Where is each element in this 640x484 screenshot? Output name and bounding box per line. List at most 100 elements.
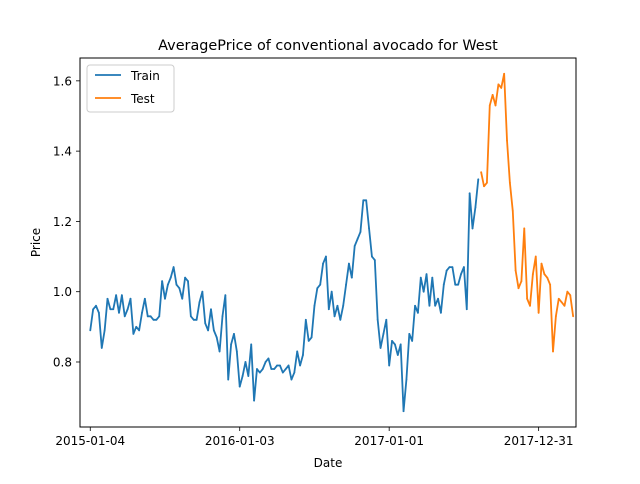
data-point-train (376, 318, 379, 321)
data-point-train (138, 329, 141, 332)
chart-title: AveragePrice of conventional avocado for… (158, 38, 498, 54)
data-point-train (465, 308, 468, 311)
legend-label-test: Test (130, 92, 155, 106)
data-point-train (169, 276, 172, 279)
data-point-train (454, 283, 457, 286)
data-point-train (440, 311, 442, 314)
x-tick-label: 2016-01-03 (205, 434, 275, 448)
y-axis-label: Price (29, 228, 43, 257)
data-point-test (508, 181, 511, 184)
data-point-train (129, 297, 132, 300)
data-point-test (494, 104, 497, 107)
data-point-train (192, 318, 195, 321)
data-point-train (244, 361, 247, 363)
data-point-train (115, 294, 118, 297)
data-point-test (557, 297, 560, 300)
data-point-test (483, 185, 485, 188)
data-point-test (517, 287, 520, 290)
data-point-train (411, 340, 414, 342)
data-point-train (451, 266, 454, 268)
data-point-train (394, 343, 396, 346)
data-point-train (353, 245, 356, 247)
data-point-train (112, 308, 115, 311)
data-point-train (445, 269, 448, 272)
data-point-test (534, 255, 537, 258)
data-point-train (120, 294, 123, 297)
data-point-train (437, 297, 439, 300)
data-point-train (307, 340, 310, 342)
data-point-train (333, 315, 336, 318)
data-point-test (514, 269, 517, 272)
data-point-train (388, 364, 391, 367)
data-point-train (118, 311, 120, 314)
y-tick-label: 1.0 (53, 285, 72, 299)
data-point-train (396, 354, 399, 356)
data-point-test (511, 209, 514, 212)
data-point-train (431, 276, 434, 279)
data-point-train (284, 368, 287, 370)
data-point-test (529, 304, 531, 307)
data-point-train (474, 206, 477, 209)
data-point-test (543, 273, 546, 276)
data-point-train (100, 347, 103, 349)
data-point-train (201, 290, 204, 293)
data-point-test (500, 86, 503, 89)
data-point-train (316, 287, 319, 290)
data-point-train (428, 304, 431, 307)
x-tick-label: 2015-01-04 (55, 434, 125, 448)
data-point-train (175, 283, 178, 286)
data-point-train (460, 273, 462, 276)
data-point-train (103, 329, 106, 332)
legend-label-train: Train (130, 69, 160, 83)
data-point-train (152, 318, 155, 321)
x-axis-label: Date (314, 456, 343, 470)
data-point-train (405, 378, 408, 381)
data-point-train (408, 332, 411, 335)
data-point-test (506, 139, 508, 142)
data-point-train (198, 301, 201, 304)
data-point-train (187, 280, 189, 283)
legend: Train Test (86, 64, 175, 113)
data-point-train (155, 318, 158, 321)
data-point-train (276, 364, 278, 367)
data-point-train (402, 410, 405, 413)
data-point-train (161, 280, 164, 283)
y-tick-label: 0.8 (53, 355, 72, 369)
data-point-train (204, 322, 207, 325)
data-point-train (109, 308, 112, 311)
data-point-train (256, 368, 258, 370)
data-point-train (253, 399, 255, 402)
data-point-train (327, 308, 330, 311)
data-point-train (195, 318, 198, 321)
y-tick-label: 1.6 (53, 74, 72, 88)
data-point-test (531, 273, 534, 276)
data-point-train (442, 283, 445, 286)
data-point-train (106, 297, 109, 300)
data-point-train (184, 276, 187, 279)
data-point-test (549, 283, 552, 286)
data-point-train (319, 283, 322, 286)
data-point-train (146, 315, 149, 318)
data-point-train (304, 318, 307, 321)
data-point-train (143, 297, 146, 300)
data-point-train (471, 227, 474, 230)
data-point-train (247, 375, 250, 377)
data-point-train (293, 371, 296, 374)
data-point-train (382, 332, 385, 335)
data-point-test (546, 276, 549, 279)
data-point-test (488, 104, 491, 107)
data-point-test (503, 72, 506, 75)
data-point-train (264, 361, 267, 363)
data-point-train (235, 350, 238, 353)
data-point-train (279, 364, 281, 367)
data-point-train (310, 336, 313, 339)
data-point-test (566, 290, 569, 293)
data-point-train (356, 238, 359, 240)
data-point-train (330, 290, 333, 293)
data-point-train (325, 255, 327, 258)
data-point-train (126, 308, 129, 311)
data-point-test (554, 315, 557, 318)
data-point-train (164, 297, 166, 300)
data-point-test (486, 181, 488, 184)
x-tick-label: 2017-12-31 (504, 434, 574, 448)
